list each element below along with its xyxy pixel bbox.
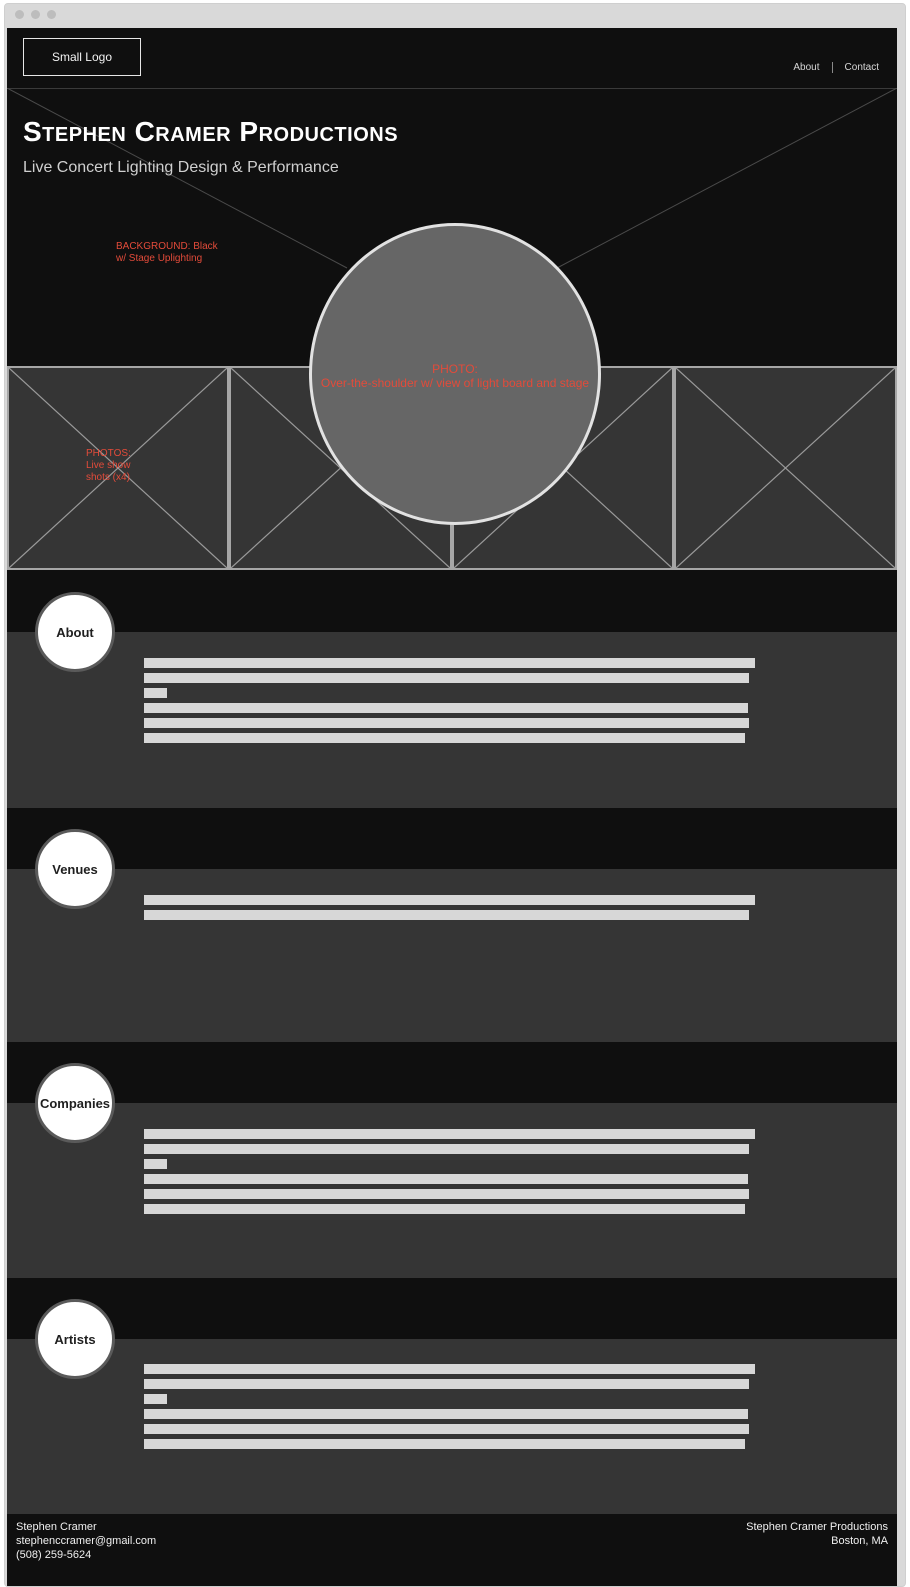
window-maximize-dot[interactable]: [47, 10, 56, 19]
text-placeholder-line: [144, 673, 749, 683]
annotation-line: w/ Stage Uplighting: [116, 253, 203, 264]
annotation-line: PHOTOS:: [86, 448, 131, 459]
about-section: About: [7, 570, 897, 808]
footer-email[interactable]: stephenccramer@gmail.com: [16, 1535, 157, 1547]
photos-annotation: PHOTOS: Live show shots (x4): [86, 448, 131, 484]
live-photo-placeholder: [7, 366, 229, 570]
text-placeholder-line: [144, 1144, 749, 1154]
window-close-dot[interactable]: [15, 10, 24, 19]
annotation-line: BACKGROUND: Black: [116, 241, 218, 252]
nav-link-contact[interactable]: Contact: [844, 62, 879, 73]
site-logo[interactable]: Small Logo: [23, 38, 141, 76]
annotation-line: shots (x4): [86, 472, 130, 483]
text-placeholder-line: [144, 733, 745, 743]
text-placeholder-line: [144, 1409, 748, 1419]
nav-divider: [831, 62, 833, 73]
venues-section: Venues: [7, 808, 897, 1042]
window-minimize-dot[interactable]: [31, 10, 40, 19]
text-placeholder-line: [144, 718, 749, 728]
hero-background-placeholder: [7, 88, 897, 269]
footer-company-info: Stephen Cramer Productions Boston, MA: [746, 1520, 888, 1548]
footer: Stephen Cramer stephenccramer@gmail.com …: [7, 1514, 897, 1586]
page-title: Stephen Cramer Productions: [23, 116, 399, 147]
header-divider: [7, 88, 897, 89]
footer-phone[interactable]: (508) 259-5624: [16, 1549, 92, 1561]
annotation-line: PHOTO:: [432, 362, 478, 376]
nav-link-about[interactable]: About: [793, 62, 820, 73]
feature-photo-placeholder: [309, 223, 601, 525]
text-placeholder-line: [144, 703, 748, 713]
text-placeholder-line: [144, 658, 755, 668]
footer-contact: Stephen Cramer stephenccramer@gmail.com …: [16, 1520, 156, 1562]
annotation-line: Live show: [86, 460, 131, 471]
text-placeholder-line: [144, 1129, 755, 1139]
text-placeholder-line: [144, 910, 749, 920]
browser-window: Small Logo About Contact Stephen Cramer …: [4, 3, 906, 1587]
section-badge-artists[interactable]: Artists: [35, 1299, 115, 1379]
text-placeholder-line: [144, 1394, 167, 1404]
section-badge-venues[interactable]: Venues: [35, 829, 115, 909]
companies-section: Companies: [7, 1042, 897, 1278]
main-nav: About Contact: [793, 62, 879, 73]
footer-name: Stephen Cramer: [16, 1521, 97, 1533]
text-placeholder-line: [144, 1379, 749, 1389]
live-photo-placeholder: [674, 366, 897, 570]
annotation-line: Over-the-shoulder w/ view of light board…: [320, 376, 590, 390]
text-placeholder-line: [144, 1174, 748, 1184]
feature-photo-annotation: PHOTO: Over-the-shoulder w/ view of ligh…: [309, 362, 601, 390]
text-placeholder-line: [144, 1159, 167, 1169]
footer-location: Boston, MA: [831, 1535, 888, 1547]
section-badge-companies[interactable]: Companies: [35, 1063, 115, 1143]
browser-titlebar: [5, 4, 905, 28]
text-placeholder-line: [144, 1424, 749, 1434]
text-placeholder-line: [144, 1439, 745, 1449]
page-subtitle: Live Concert Lighting Design & Performan…: [23, 159, 339, 176]
section-badge-about[interactable]: About: [35, 592, 115, 672]
text-placeholder-line: [144, 895, 755, 905]
text-placeholder-line: [144, 1364, 755, 1374]
text-placeholder-line: [144, 1189, 749, 1199]
footer-company: Stephen Cramer Productions: [746, 1521, 888, 1533]
page: Small Logo About Contact Stephen Cramer …: [7, 28, 897, 1586]
text-placeholder-line: [144, 688, 167, 698]
artists-section: Artists: [7, 1278, 897, 1514]
background-annotation: BACKGROUND: Black w/ Stage Uplighting: [116, 241, 218, 265]
text-placeholder-line: [144, 1204, 745, 1214]
